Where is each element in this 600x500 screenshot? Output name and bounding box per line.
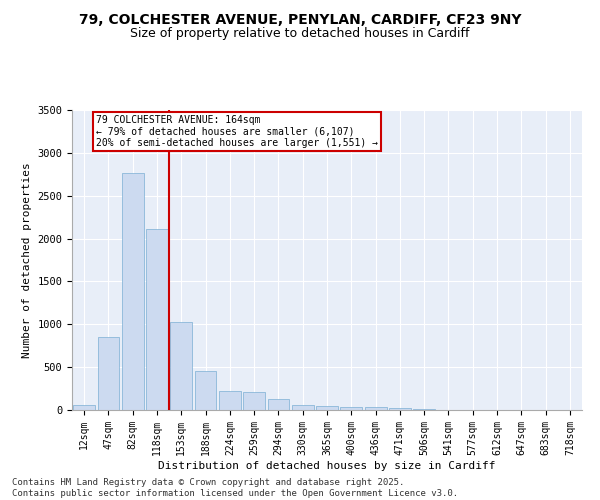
Bar <box>170 322 192 410</box>
X-axis label: Distribution of detached houses by size in Cardiff: Distribution of detached houses by size … <box>158 460 496 470</box>
Bar <box>97 337 119 410</box>
Bar <box>413 409 435 410</box>
Bar <box>292 405 314 410</box>
Bar <box>316 406 338 410</box>
Bar <box>243 392 265 410</box>
Text: Size of property relative to detached houses in Cardiff: Size of property relative to detached ho… <box>130 28 470 40</box>
Bar <box>365 408 386 410</box>
Bar <box>268 399 289 410</box>
Bar <box>219 391 241 410</box>
Bar <box>194 370 217 410</box>
Bar <box>146 229 168 410</box>
Bar <box>340 406 362 410</box>
Bar <box>73 406 95 410</box>
Bar <box>122 172 143 410</box>
Text: 79, COLCHESTER AVENUE, PENYLAN, CARDIFF, CF23 9NY: 79, COLCHESTER AVENUE, PENYLAN, CARDIFF,… <box>79 12 521 26</box>
Bar <box>389 408 411 410</box>
Y-axis label: Number of detached properties: Number of detached properties <box>22 162 32 358</box>
Text: Contains HM Land Registry data © Crown copyright and database right 2025.
Contai: Contains HM Land Registry data © Crown c… <box>12 478 458 498</box>
Text: 79 COLCHESTER AVENUE: 164sqm
← 79% of detached houses are smaller (6,107)
20% of: 79 COLCHESTER AVENUE: 164sqm ← 79% of de… <box>96 115 378 148</box>
